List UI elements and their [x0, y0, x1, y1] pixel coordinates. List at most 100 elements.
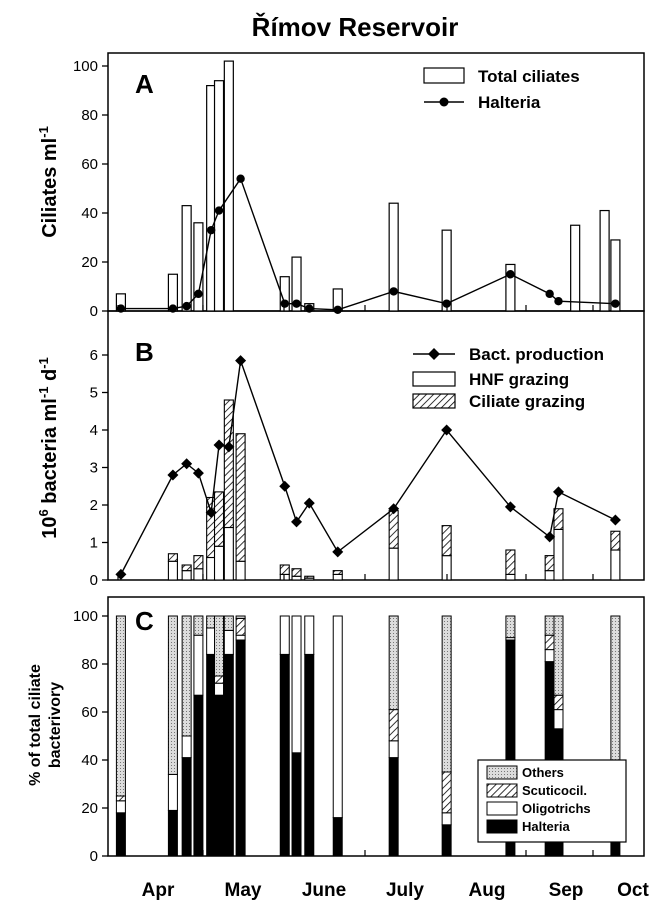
halteria-point	[194, 289, 203, 299]
panel-c-frame	[107, 596, 645, 857]
total-ciliates-bar	[213, 80, 225, 312]
panel-b-frame	[107, 310, 645, 581]
panel-b-ytick-label: 3	[90, 460, 98, 477]
others-segment	[544, 615, 555, 636]
halteria-point	[214, 206, 224, 215]
legend-halteria-c-swatch	[486, 819, 518, 834]
legend-ciliate-grazing-swatch	[412, 393, 456, 409]
panel-a-ytick-label: 100	[73, 58, 98, 75]
bact-production-point	[115, 568, 127, 580]
total-ciliates-bar	[599, 209, 610, 312]
hnf-grazing-bar	[505, 573, 516, 581]
panel-a-letter: A	[135, 69, 154, 99]
hnf-grazing-bar	[181, 570, 192, 581]
ciliate-grazing-bar	[213, 491, 225, 547]
halteria-point	[442, 299, 451, 308]
bact-production-point	[279, 480, 291, 492]
panel-c-letter: C	[135, 606, 154, 636]
panel-c-ylabel-line2: bacterivory	[47, 682, 64, 768]
panel-a-legend: Total ciliates Halteria	[423, 67, 580, 112]
legend-halteria-c-label: Halteria	[522, 819, 570, 834]
month-axis: Apr May June July Aug Sep Oct	[117, 305, 650, 901]
halteria-point	[182, 301, 191, 311]
halteria-point	[389, 287, 398, 296]
ciliate-grazing-bar	[223, 399, 234, 529]
scuticocil-segment	[388, 709, 399, 742]
total-ciliates-bar	[505, 263, 516, 312]
panel-b-ytick-label: 2	[90, 497, 98, 514]
others-segment	[223, 615, 234, 631]
hnf-grazing-bar	[291, 575, 302, 581]
oligotrichs-segment	[193, 634, 204, 696]
hnf-grazing-bar	[223, 526, 234, 581]
oligotrichs-segment	[304, 615, 315, 655]
bact-production-point	[609, 514, 621, 526]
halteria-segment	[279, 653, 290, 857]
oligotrichs-segment	[279, 615, 290, 655]
total-ciliates-bar	[223, 60, 234, 312]
legend-halteria-marker	[439, 97, 449, 107]
oligotrichs-segment	[553, 709, 564, 730]
hnf-grazing-bar	[235, 560, 246, 581]
ciliate-grazing-bar	[332, 570, 343, 575]
bact-production-point	[332, 546, 344, 558]
total-ciliates-bar	[193, 222, 204, 312]
total-ciliates-bar	[181, 205, 192, 312]
ciliate-grazing-bar	[388, 510, 399, 549]
month-label: June	[302, 880, 346, 901]
figure-title: Římov Reservoir	[252, 12, 459, 42]
panel-c-legend: Others Scuticocil. Oligotrichs Halteria	[477, 759, 627, 843]
halteria-segment	[291, 752, 302, 857]
total-ciliates-bar	[441, 229, 452, 312]
panel-a-ylabel: Ciliates ml-1	[36, 126, 61, 238]
oligotrichs-segment	[332, 615, 343, 819]
halteria-point	[292, 299, 301, 308]
legend-scuticocil-swatch	[486, 783, 518, 798]
panel-b-ytick-label: 6	[90, 347, 98, 364]
oligotrichs-segment	[167, 773, 178, 811]
total-ciliates-bar	[570, 224, 581, 312]
halteria-segment	[235, 639, 246, 857]
legend-halteria-label: Halteria	[478, 93, 541, 112]
panel-a-ytick-label: 80	[81, 107, 98, 124]
others-segment	[505, 615, 516, 639]
bact-production-point	[552, 486, 564, 498]
scuticocil-segment	[441, 771, 452, 814]
panel-c-ylabel: % of total ciliate	[27, 664, 44, 786]
bact-production-point	[235, 355, 247, 367]
month-label: Oct	[617, 880, 649, 901]
panel-c-ytick-label: 100	[73, 608, 98, 625]
bact-production-point	[205, 507, 217, 518]
legend-total-ciliates-label: Total ciliates	[478, 67, 580, 86]
ciliate-grazing-bar	[544, 555, 555, 572]
halteria-segment	[193, 694, 204, 857]
halteria-segment	[223, 653, 234, 857]
bact-production-point	[388, 503, 400, 515]
oligotrichs-segment	[214, 682, 225, 696]
halteria-segment	[304, 653, 315, 857]
panel-b-plot: 0 1 2 3 4 5 6	[90, 347, 621, 589]
panel-a-ytick-label: 60	[81, 156, 98, 173]
hnf-grazing-bar	[167, 560, 178, 581]
ciliate-grazing-bar	[235, 433, 246, 562]
others-segment	[115, 615, 126, 797]
ciliate-grazing-bar	[279, 564, 290, 575]
halteria-point	[116, 304, 126, 313]
others-segment	[167, 615, 178, 775]
ciliate-grazing-bar	[553, 508, 564, 530]
panel-a-plot: 0 20 40 60 80 100	[73, 58, 621, 320]
halteria-point	[554, 297, 563, 306]
panel-a-ytick-label: 20	[81, 254, 98, 271]
others-segment	[235, 615, 246, 619]
legend-others-swatch	[486, 765, 518, 780]
halteria-segment	[214, 694, 225, 857]
others-segment	[214, 615, 225, 677]
total-ciliates-bar	[610, 239, 621, 312]
legend-oligotrichs-label: Oligotrichs	[522, 801, 591, 816]
bact-production-point	[181, 458, 193, 470]
hnf-grazing-bar	[610, 549, 621, 581]
month-label: July	[386, 880, 424, 901]
halteria-segment	[115, 812, 126, 857]
total-ciliates-bar	[291, 256, 302, 312]
